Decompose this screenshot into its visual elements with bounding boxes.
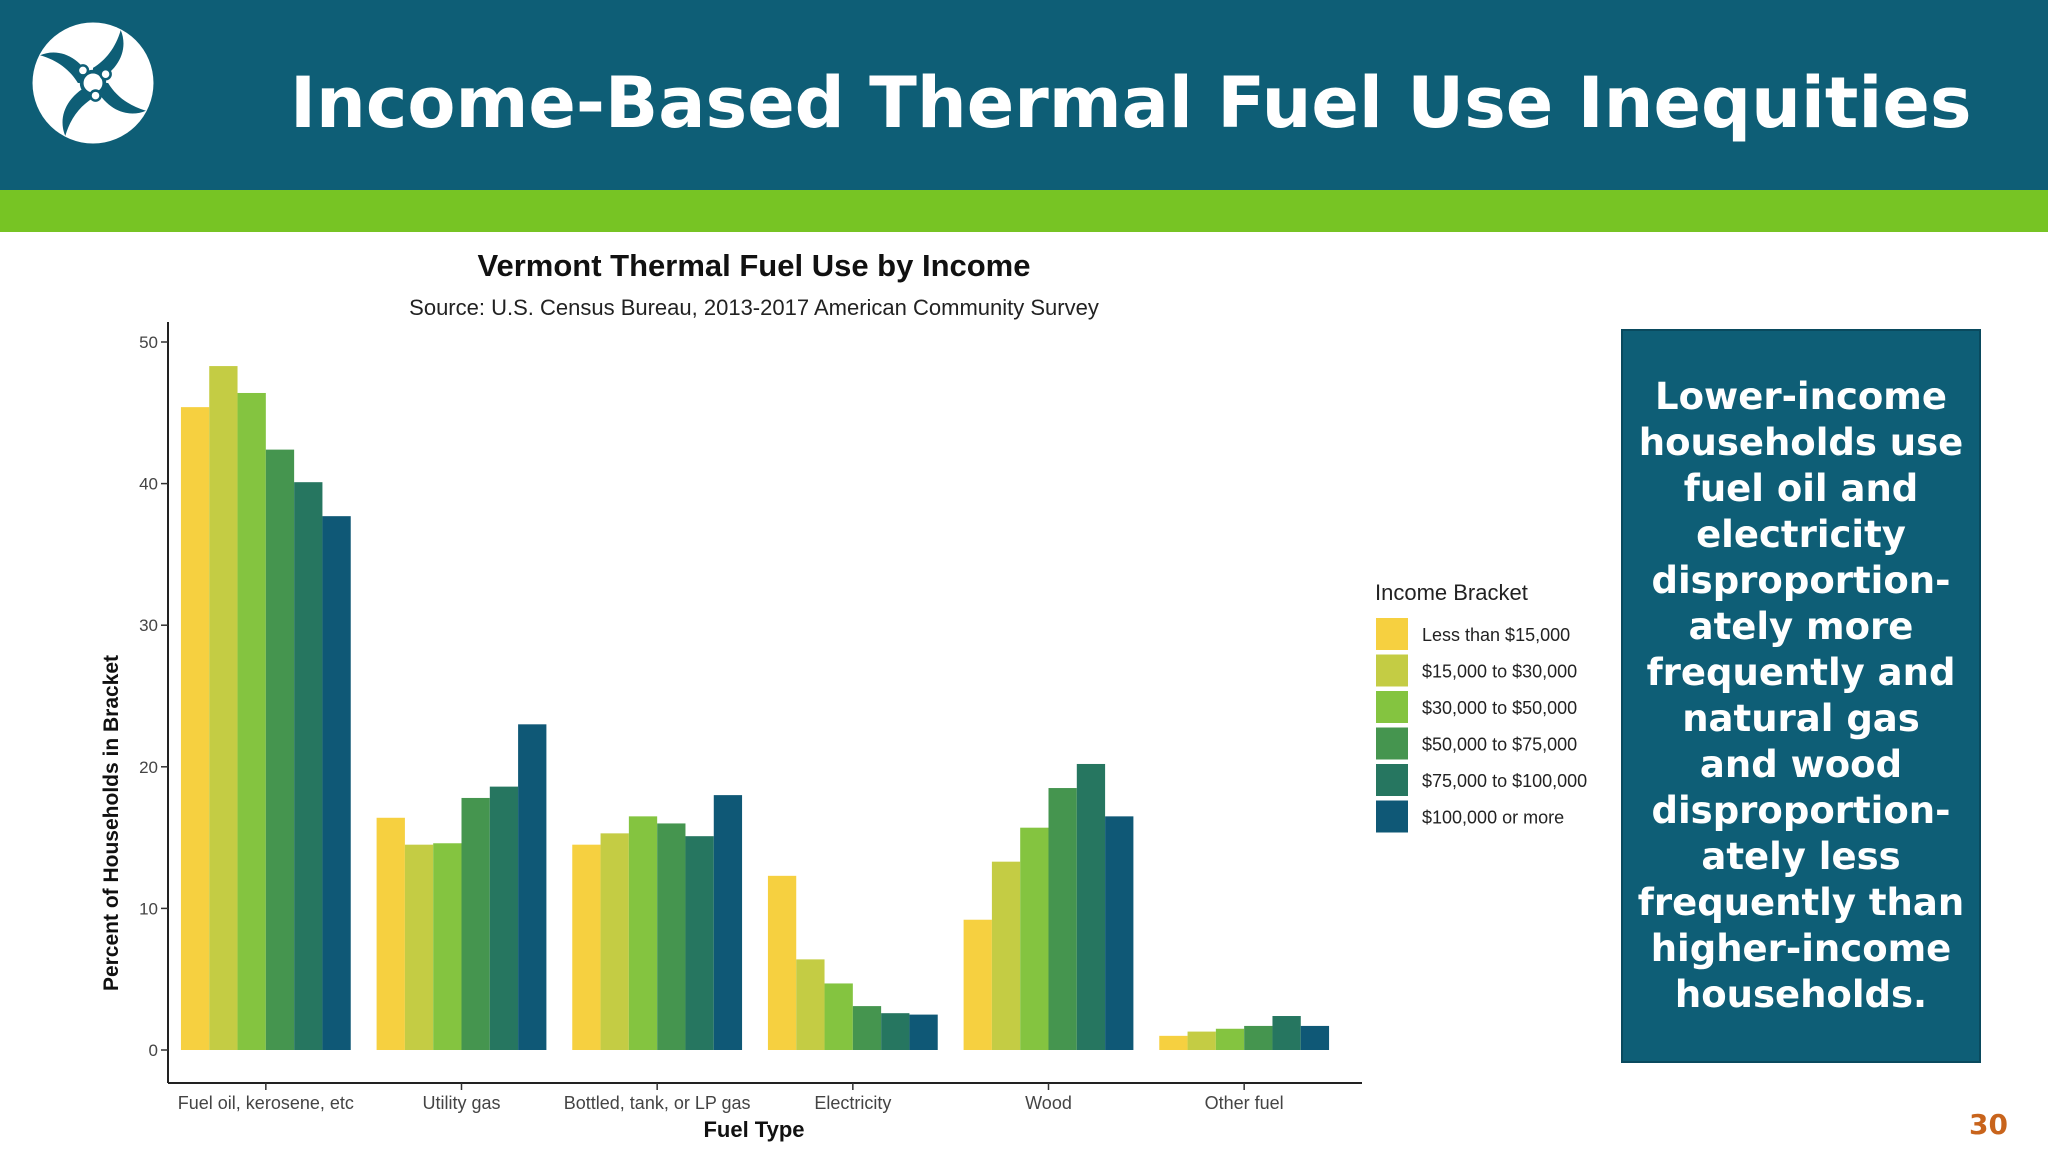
bar xyxy=(237,392,266,1050)
callout-text: Lower-income households use fuel oil and… xyxy=(1637,375,1965,1016)
bar xyxy=(991,861,1021,1050)
chart-area: Vermont Thermal Fuel Use by Income Sourc… xyxy=(80,240,1620,1150)
bar xyxy=(881,1013,910,1050)
legend-label: $100,000 or more xyxy=(1422,808,1564,828)
bar xyxy=(767,875,797,1050)
bar xyxy=(713,795,743,1050)
legend-swatch xyxy=(1376,727,1408,760)
bar xyxy=(322,516,351,1050)
callout-box: Lower-income households use fuel oil and… xyxy=(1621,329,1981,1063)
bar xyxy=(1076,763,1106,1050)
legend-label: $50,000 to $75,000 xyxy=(1422,735,1577,755)
bar xyxy=(1020,827,1049,1050)
x-tick-label: Other fuel xyxy=(1205,1093,1284,1113)
bar xyxy=(909,1014,938,1050)
bar xyxy=(265,449,295,1051)
bar xyxy=(1215,1028,1245,1050)
bar xyxy=(1244,1025,1273,1050)
bar xyxy=(180,407,210,1050)
legend-label: $15,000 to $30,000 xyxy=(1422,662,1577,682)
header-bar xyxy=(0,0,2048,190)
bar xyxy=(685,836,714,1050)
bar xyxy=(852,1006,882,1050)
y-tick-label: 20 xyxy=(139,758,158,777)
legend-swatch xyxy=(1376,691,1408,723)
legend-title: Income Bracket xyxy=(1375,580,1528,605)
x-axis-label: Fuel Type xyxy=(703,1117,804,1142)
bar xyxy=(600,833,629,1050)
legend-label: $75,000 to $100,000 xyxy=(1422,771,1587,791)
x-tick-label: Bottled, tank, or LP gas xyxy=(564,1093,751,1113)
x-tick-label: Utility gas xyxy=(422,1093,500,1113)
bar xyxy=(518,724,547,1050)
bar xyxy=(433,843,462,1050)
y-tick-label: 50 xyxy=(139,333,158,352)
legend-swatch xyxy=(1376,764,1408,796)
bar xyxy=(1048,788,1077,1050)
bar xyxy=(294,482,323,1050)
bar xyxy=(376,817,405,1050)
legend-swatch xyxy=(1376,618,1408,650)
x-tick-label: Wood xyxy=(1025,1093,1072,1113)
bar xyxy=(1187,1031,1216,1050)
bar xyxy=(657,823,686,1050)
x-tick-label: Electricity xyxy=(814,1093,891,1113)
bar xyxy=(572,844,601,1050)
y-tick-label: 30 xyxy=(139,616,158,635)
accent-bar xyxy=(0,190,2048,232)
chart-title: Vermont Thermal Fuel Use by Income xyxy=(478,248,1031,283)
page-title: Income-Based Thermal Fuel Use Inequities xyxy=(290,62,1972,144)
bar xyxy=(1105,816,1134,1050)
y-tick-label: 40 xyxy=(139,475,158,494)
bar xyxy=(963,919,992,1050)
legend-label: Less than $15,000 xyxy=(1422,625,1570,645)
legend-label: $30,000 to $50,000 xyxy=(1422,698,1577,718)
bar xyxy=(1300,1025,1330,1050)
pinwheel-logo-icon xyxy=(32,22,154,144)
bar xyxy=(404,844,434,1050)
legend-swatch xyxy=(1376,800,1408,833)
page-number: 30 xyxy=(1969,1108,2008,1141)
bar-chart: Vermont Thermal Fuel Use by Income Sourc… xyxy=(100,248,1587,1142)
x-tick-label: Fuel oil, kerosene, etc xyxy=(178,1093,354,1113)
bar xyxy=(489,786,519,1050)
bar xyxy=(461,797,490,1050)
bar xyxy=(209,366,238,1050)
legend: Income Bracket Less than $15,000 $15,000 … xyxy=(1375,580,1587,833)
y-tick-label: 0 xyxy=(149,1041,158,1060)
bar xyxy=(1272,1016,1301,1050)
bar xyxy=(796,959,825,1050)
bar xyxy=(824,983,853,1050)
chart-subtitle: Source: U.S. Census Bureau, 2013-2017 Am… xyxy=(409,295,1099,320)
bar xyxy=(1159,1035,1188,1050)
y-tick-label: 10 xyxy=(139,899,158,918)
bar xyxy=(628,816,658,1050)
y-axis-label: Percent of Households in Bracket xyxy=(100,655,123,991)
plot-area: 0 10 20 30 40 50 Fuel oil, kerosene, etc Utilit… xyxy=(139,322,1362,1113)
legend-swatch xyxy=(1376,654,1408,687)
